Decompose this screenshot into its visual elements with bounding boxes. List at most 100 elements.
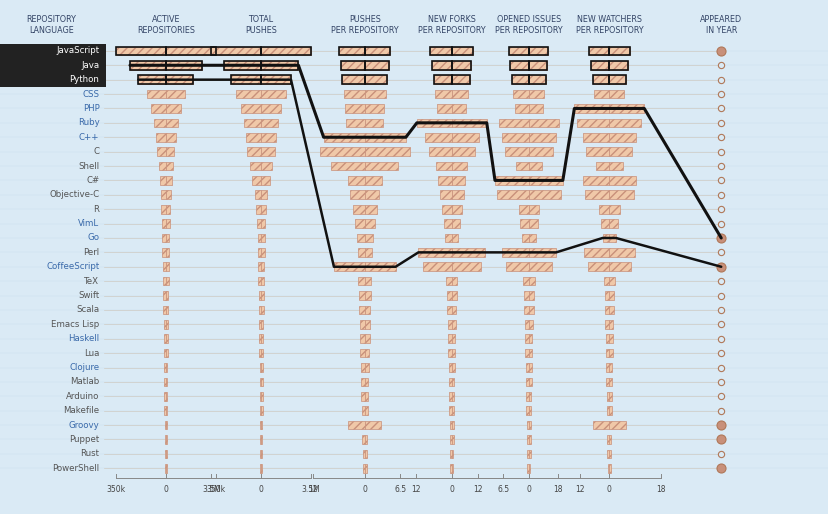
Bar <box>363 464 364 472</box>
Bar <box>364 90 385 98</box>
Bar <box>236 90 261 98</box>
Text: Lua: Lua <box>84 348 99 358</box>
Bar <box>258 234 261 242</box>
Bar <box>360 363 364 372</box>
Bar <box>433 76 451 84</box>
Text: Swift: Swift <box>78 291 99 300</box>
Bar <box>261 76 291 84</box>
Bar <box>449 407 451 415</box>
Bar <box>257 219 261 228</box>
Bar <box>261 104 281 113</box>
Text: Rust: Rust <box>80 449 99 458</box>
Bar <box>261 205 266 213</box>
Bar <box>525 335 528 343</box>
Bar <box>342 76 364 84</box>
Bar <box>528 306 533 314</box>
Bar <box>609 263 630 271</box>
Bar <box>364 104 384 113</box>
Bar <box>528 47 548 55</box>
Bar <box>525 378 528 386</box>
Bar <box>527 450 528 458</box>
Text: 0: 0 <box>606 485 611 494</box>
Bar <box>605 363 609 372</box>
Bar <box>585 148 609 156</box>
Bar <box>451 104 465 113</box>
Bar <box>451 378 454 386</box>
Bar <box>359 306 364 314</box>
Text: PUSHES: PUSHES <box>245 26 277 35</box>
Bar <box>599 205 609 213</box>
Bar <box>261 176 270 185</box>
Bar <box>241 104 261 113</box>
Bar <box>319 148 364 156</box>
Text: OPENED ISSUES: OPENED ISSUES <box>496 15 561 24</box>
Bar <box>604 320 609 328</box>
Bar <box>364 335 369 343</box>
Bar <box>364 435 367 444</box>
Bar <box>258 291 261 300</box>
Bar <box>451 119 486 127</box>
Bar <box>526 407 528 415</box>
Bar <box>605 349 609 357</box>
Bar <box>451 76 469 84</box>
Bar <box>592 421 609 429</box>
Bar <box>436 162 451 170</box>
Bar <box>364 234 373 242</box>
Bar <box>528 90 544 98</box>
Bar <box>609 392 611 400</box>
Bar <box>451 47 473 55</box>
Bar <box>512 76 528 84</box>
Text: 12: 12 <box>308 485 318 494</box>
Bar <box>364 176 381 185</box>
Bar <box>528 363 532 372</box>
Bar <box>609 133 635 141</box>
Bar <box>451 61 471 69</box>
Bar <box>430 47 451 55</box>
Bar <box>609 464 610 472</box>
Bar <box>609 248 634 256</box>
Bar <box>261 464 262 472</box>
Bar <box>166 61 201 69</box>
Bar <box>422 263 451 271</box>
Bar <box>607 450 609 458</box>
Bar <box>438 176 451 185</box>
Text: CoffeeScript: CoffeeScript <box>46 262 99 271</box>
Bar <box>528 421 530 429</box>
Bar <box>446 291 451 300</box>
Bar <box>592 76 609 84</box>
Bar <box>357 248 364 256</box>
Bar <box>258 248 261 256</box>
Text: Emacs Lisp: Emacs Lisp <box>51 320 99 329</box>
Bar <box>528 435 530 444</box>
Bar <box>261 277 264 285</box>
Bar <box>609 421 625 429</box>
Bar <box>164 363 166 372</box>
Bar <box>451 450 453 458</box>
Text: PHP: PHP <box>83 104 99 113</box>
Bar <box>362 435 364 444</box>
Bar <box>451 464 453 472</box>
Bar <box>450 464 451 472</box>
Bar <box>166 320 167 328</box>
Bar <box>451 306 456 314</box>
Bar <box>582 176 609 185</box>
Bar <box>261 76 291 84</box>
Bar <box>340 61 364 69</box>
Bar <box>574 104 609 113</box>
Bar <box>602 234 609 242</box>
Bar <box>250 162 261 170</box>
Bar <box>255 191 261 199</box>
Bar <box>211 47 261 55</box>
Bar <box>528 191 560 199</box>
Bar <box>356 234 364 242</box>
Bar <box>510 61 528 69</box>
Bar <box>258 306 261 314</box>
Bar <box>261 119 277 127</box>
Bar <box>451 148 474 156</box>
Text: Makefile: Makefile <box>63 406 99 415</box>
Bar <box>166 90 185 98</box>
Bar <box>451 61 471 69</box>
Bar <box>609 234 615 242</box>
Bar <box>451 176 465 185</box>
Bar <box>166 148 174 156</box>
